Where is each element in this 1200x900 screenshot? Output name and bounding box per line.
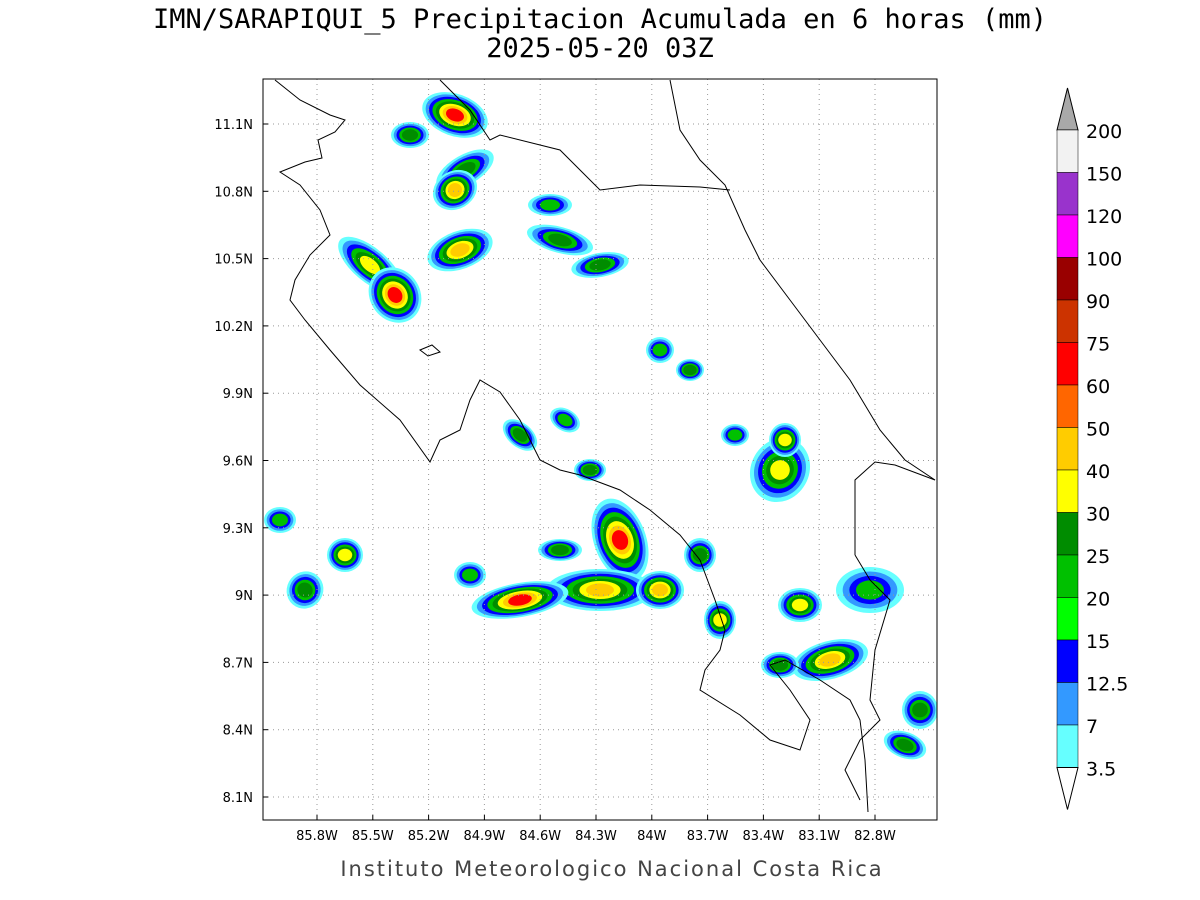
rain-cell: [548, 233, 572, 247]
colorbar-label: 30: [1086, 504, 1110, 526]
colorbar-label: 40: [1086, 461, 1110, 483]
coastlines: [274, 79, 936, 813]
rain-cell: [551, 544, 569, 556]
color-box: [1056, 129, 1079, 173]
rain-cell: [297, 582, 313, 598]
colorbar-label: 15: [1086, 631, 1110, 653]
lon-label: 84.9W: [463, 829, 505, 844]
lon-label: 84.6W: [519, 829, 561, 844]
rain-cell: [508, 594, 532, 606]
rain-cell: [896, 738, 914, 752]
subtitle: 2025-05-20 03Z: [486, 33, 714, 64]
rain-cell: [611, 530, 629, 550]
lon-label: 82.8W: [854, 829, 896, 844]
lat-label: 11.1N: [214, 118, 253, 133]
colorbar-label: 60: [1086, 376, 1110, 398]
lat-label: 8.4N: [223, 724, 253, 739]
rain-cell: [912, 702, 928, 718]
lon-label: 83.1W: [798, 829, 840, 844]
rain-cell: [540, 199, 560, 211]
rain-cell: [337, 548, 353, 562]
credit: Instituto Meteorologico Nacional Costa R…: [340, 857, 883, 881]
colorbar-label: 90: [1086, 291, 1110, 313]
over-triangle: [1056, 87, 1079, 131]
color-box: [1056, 724, 1079, 768]
rain-cell: [713, 613, 727, 627]
rain-cell: [692, 548, 708, 562]
graticule: 85.8W 85.5W 85.2W 84.9W 84.6W 84.3W 84W 83.7W 83…: [214, 79, 937, 844]
rain-cell: [512, 428, 528, 442]
rain-cell: [387, 287, 403, 303]
rain-cell: [450, 243, 470, 257]
rain-cell: [446, 108, 464, 122]
precipitation: [264, 92, 937, 760]
colorbar-label: 150: [1086, 164, 1122, 186]
lat-label: 10.5N: [214, 253, 253, 268]
color-box: [1056, 257, 1079, 301]
color-box: [1056, 427, 1079, 471]
rain-cell: [791, 598, 809, 612]
color-box: [1056, 512, 1079, 556]
under-triangle: [1056, 767, 1079, 810]
lat-label: 9.3N: [223, 522, 253, 537]
lon-label: 85.2W: [408, 829, 450, 844]
lon-label: 83.7W: [687, 829, 729, 844]
color-box: [1056, 299, 1079, 343]
colorbar-label: 200: [1086, 121, 1122, 143]
color-box: [1056, 639, 1079, 683]
rain-cell: [652, 343, 668, 357]
lon-label: 84.3W: [575, 829, 617, 844]
color-box: [1056, 342, 1079, 386]
lat-label: 10.2N: [214, 320, 253, 335]
rain-cell: [727, 429, 743, 441]
colorbar-label: 3.5: [1086, 759, 1116, 781]
colorbar-label: 50: [1086, 419, 1110, 441]
lon-label: 85.5W: [352, 829, 394, 844]
rain-cell: [819, 653, 841, 667]
rain-cell: [778, 433, 792, 447]
rain-cell: [557, 413, 573, 427]
color-box: [1056, 172, 1079, 216]
lat-label: 8.7N: [223, 656, 253, 671]
rain-cell: [652, 583, 668, 597]
rain-cell: [771, 659, 789, 671]
color-box: [1056, 384, 1079, 428]
colorbar-label: 7: [1086, 716, 1098, 738]
lon-label: 83.4W: [742, 829, 784, 844]
rain-cell: [462, 568, 478, 582]
colorbar-label: 20: [1086, 589, 1110, 611]
colorbar-label: 100: [1086, 249, 1122, 271]
title: IMN/SARAPIQUI_5 Precipitacion Acumulada …: [153, 4, 1047, 35]
rain-cell: [683, 364, 697, 376]
lat-label: 9.6N: [223, 455, 253, 470]
rain-cell: [586, 583, 614, 597]
color-box: [1056, 597, 1079, 641]
rain-cell: [770, 460, 790, 480]
colorbar-label: 75: [1086, 334, 1110, 356]
lon-label: 84W: [637, 829, 667, 844]
lat-label: 10.8N: [214, 185, 253, 200]
colorbar: 200 150 120 100 90 75 60 50 40 30 25 20 15 12.5 7 3.5: [1056, 87, 1128, 810]
map-frame: [262, 78, 938, 821]
colorbar-label: 120: [1086, 206, 1122, 228]
color-box: [1056, 554, 1079, 598]
rain-cell: [582, 464, 598, 476]
color-box: [1056, 682, 1079, 726]
lat-label: 9.9N: [223, 387, 253, 402]
lat-label: 9N: [235, 589, 253, 604]
lon-label: 85.8W: [296, 829, 338, 844]
color-box: [1056, 214, 1079, 258]
color-box: [1056, 469, 1079, 513]
lat-label: 8.1N: [223, 791, 253, 806]
colorbar-label: 12.5: [1086, 674, 1128, 696]
rain-cell: [589, 259, 611, 271]
colorbar-label: 25: [1086, 546, 1110, 568]
rain-cell: [359, 255, 381, 275]
rain-cell: [401, 129, 419, 141]
rain-cell: [272, 513, 288, 527]
rain-cell: [448, 183, 462, 197]
